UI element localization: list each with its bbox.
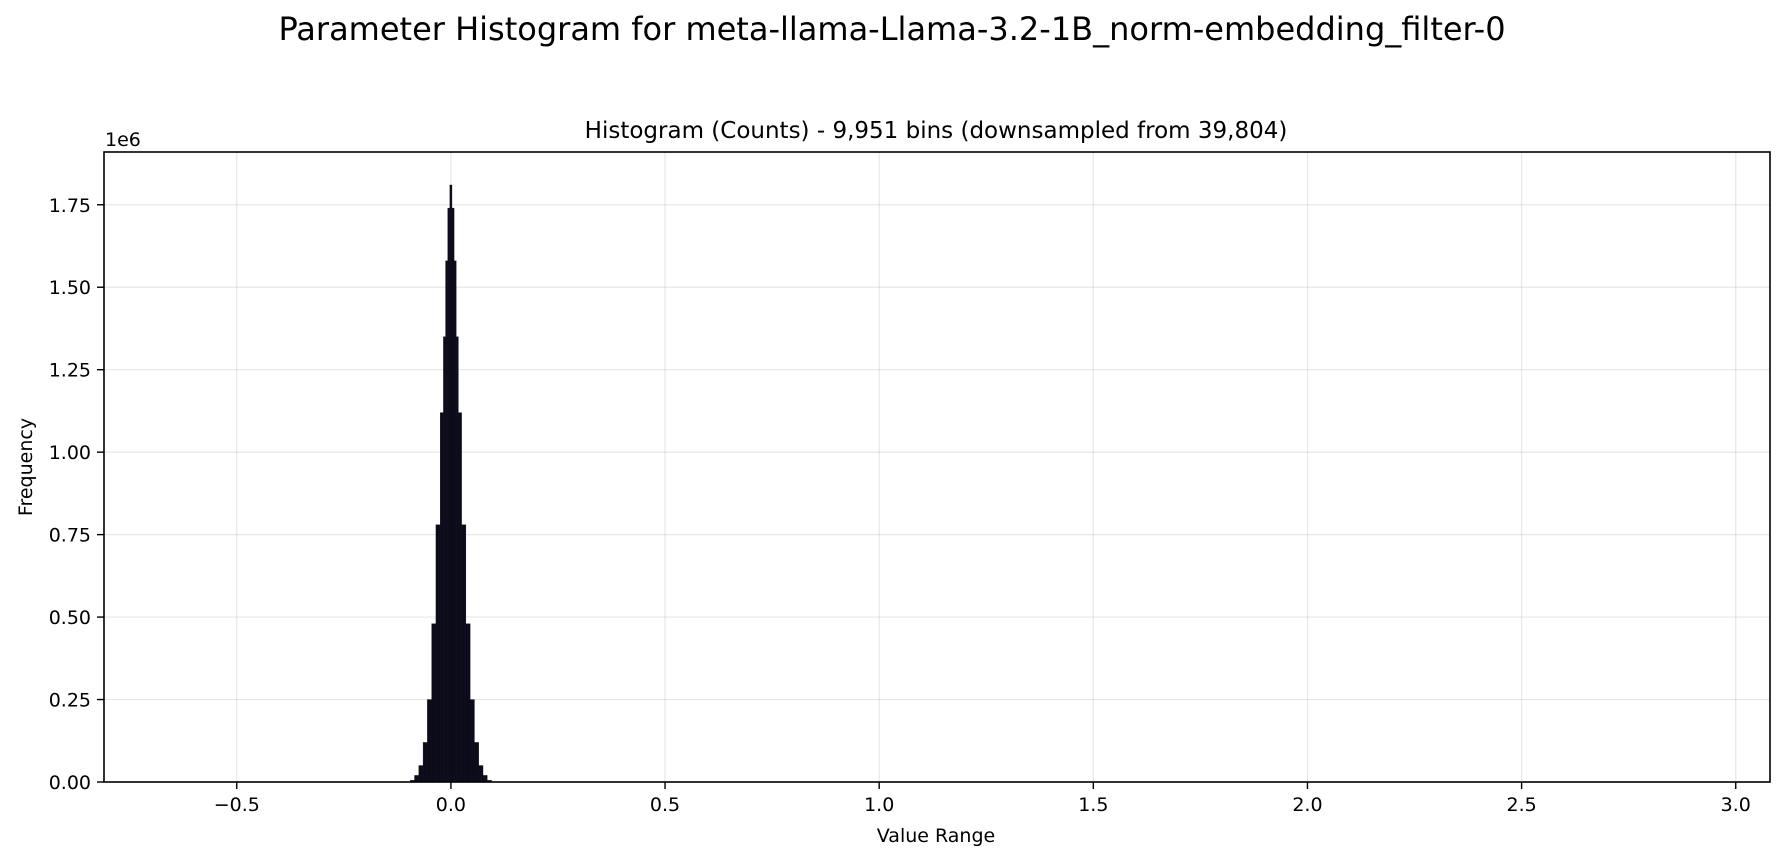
histogram-bar	[443, 336, 446, 783]
y-axis-label: Frequency	[15, 418, 37, 516]
figure-title: Parameter Histogram for meta-llama-Llama…	[278, 10, 1505, 48]
y-tick-label: 1.00	[49, 442, 91, 464]
x-tick-label: 0.5	[650, 794, 680, 816]
histogram-bar	[445, 260, 448, 783]
x-tick-label: 2.5	[1506, 794, 1536, 816]
plot-area-frame	[103, 151, 1771, 783]
histogram-bar	[418, 765, 424, 783]
y-tick-label: 0.50	[49, 607, 91, 629]
x-axis-ticks: −0.5 0.0 0.5 1.0 1.5 2.0 2.5 3.0	[214, 782, 1751, 816]
histogram-bar	[440, 412, 444, 783]
histogram-bar	[451, 207, 455, 783]
histogram-bar	[456, 336, 459, 783]
histogram-bar	[435, 524, 441, 783]
x-tick-label: 2.0	[1292, 794, 1322, 816]
x-axis-label: Value Range	[877, 825, 995, 847]
x-tick-label: 3.0	[1721, 794, 1751, 816]
axes-title: Histogram (Counts) - 9,951 bins (downsam…	[585, 118, 1288, 144]
histogram-bar	[414, 775, 419, 783]
histogram-bar	[453, 260, 457, 783]
histogram-bar	[482, 775, 488, 783]
histogram-bar	[470, 699, 475, 783]
x-tick-label: 0.0	[436, 794, 466, 816]
histogram-bar	[447, 207, 450, 783]
x-tick-label: 1.5	[1078, 794, 1108, 816]
y-tick-label: 0.25	[49, 690, 91, 712]
y-axis-offset-label: 1e6	[105, 129, 141, 151]
histogram-bar	[431, 623, 437, 783]
histogram-bar	[474, 742, 479, 783]
y-tick-label: 1.25	[49, 360, 91, 382]
histogram-bar	[458, 412, 462, 783]
histogram-bar	[449, 184, 453, 783]
y-tick-label: 0.75	[49, 525, 91, 547]
x-tick-label: −0.5	[214, 794, 260, 816]
histogram-bar	[427, 699, 432, 783]
histogram-bar	[478, 765, 484, 783]
y-tick-label: 1.50	[49, 277, 91, 299]
x-tick-label: 1.0	[864, 794, 894, 816]
histogram-bar	[461, 524, 467, 783]
histogram-bar	[465, 623, 471, 783]
y-tick-label: 1.75	[49, 195, 91, 217]
y-axis-ticks: 0.00 0.25 0.50 0.75 1.00 1.25 1.50 1.75	[49, 195, 104, 794]
histogram-bar	[422, 742, 428, 783]
y-tick-label: 0.00	[49, 772, 91, 794]
